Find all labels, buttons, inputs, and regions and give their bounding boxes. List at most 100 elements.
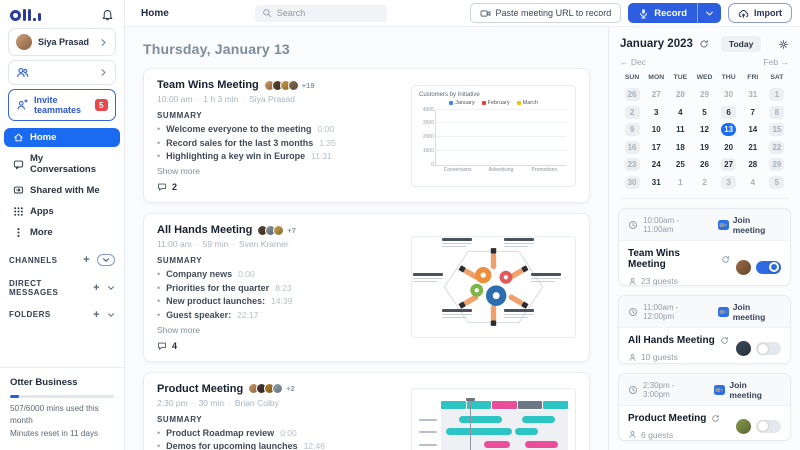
calendar-refresh-icon[interactable] bbox=[699, 39, 709, 49]
calendar-day[interactable]: 17 bbox=[644, 140, 668, 154]
x-tick-label: Advertising bbox=[488, 166, 514, 173]
calendar-day[interactable]: 27 bbox=[717, 158, 741, 172]
chevron-down-icon bbox=[102, 256, 110, 264]
auto-join-toggle[interactable] bbox=[756, 260, 781, 274]
sidebar-item-shared-with-me[interactable]: Shared with Me bbox=[4, 181, 120, 200]
calendar-day[interactable]: 20 bbox=[717, 140, 741, 154]
auto-join-toggle[interactable] bbox=[756, 342, 781, 356]
calendar-day[interactable]: 11 bbox=[668, 123, 692, 137]
sidebar-item-apps[interactable]: Apps bbox=[4, 202, 120, 221]
calendar-day[interactable]: 4 bbox=[668, 105, 692, 119]
clock-icon bbox=[628, 220, 638, 230]
calendar-day[interactable]: 25 bbox=[668, 158, 692, 172]
section-expand-button[interactable] bbox=[107, 284, 115, 292]
event-card-header: 10:00am - 11:00am Join meeting bbox=[619, 209, 790, 241]
calendar-day[interactable]: 18 bbox=[668, 140, 692, 154]
meeting-time: 10:00 am bbox=[157, 94, 193, 104]
calendar-day[interactable]: 2 bbox=[692, 175, 716, 189]
toggle-knob bbox=[758, 421, 768, 432]
calendar-day[interactable]: 3 bbox=[644, 105, 668, 119]
join-meeting-link[interactable]: Join meeting bbox=[713, 380, 781, 400]
calendar-day[interactable]: 6 bbox=[717, 105, 741, 119]
import-button[interactable]: Import bbox=[728, 3, 792, 23]
person-icon bbox=[628, 277, 637, 286]
comments-row[interactable]: 4 bbox=[157, 341, 399, 351]
user-profile-row[interactable]: Siya Prasad bbox=[8, 28, 116, 56]
event-card[interactable]: 10:00am - 11:00am Join meeting Team Wins M… bbox=[618, 208, 791, 287]
record-options-caret[interactable] bbox=[697, 3, 721, 23]
calendar-day[interactable]: 31 bbox=[741, 88, 765, 102]
calendar-day[interactable]: 7 bbox=[741, 105, 765, 119]
add-icon[interactable]: + bbox=[83, 254, 90, 266]
calendar-day[interactable]: 14 bbox=[741, 123, 765, 137]
sidebar-item-home[interactable]: Home bbox=[4, 128, 120, 147]
calendar-day[interactable]: 23 bbox=[620, 158, 644, 172]
show-more-link[interactable]: Show more bbox=[157, 166, 200, 176]
team-row[interactable] bbox=[8, 60, 116, 85]
section-expand-button[interactable] bbox=[107, 311, 115, 319]
calendar-day[interactable]: 9 bbox=[620, 123, 644, 137]
calendar-day[interactable]: 1 bbox=[765, 88, 789, 102]
auto-join-toggle[interactable] bbox=[756, 419, 781, 433]
section-expand-button[interactable] bbox=[97, 254, 115, 266]
join-meeting-link[interactable]: Join meeting bbox=[717, 215, 781, 235]
record-button[interactable]: Record bbox=[628, 3, 697, 23]
calendar-day[interactable]: 29 bbox=[692, 88, 716, 102]
calendar-day[interactable]: 28 bbox=[741, 158, 765, 172]
calendar-day[interactable]: 19 bbox=[692, 140, 716, 154]
event-card[interactable]: 11:00am - 12:00pm Join meeting All Hands M… bbox=[618, 295, 791, 364]
calendar-day[interactable]: 27 bbox=[644, 88, 668, 102]
calendar-day[interactable]: 16 bbox=[620, 140, 644, 154]
calendar-day[interactable]: 29 bbox=[765, 158, 789, 172]
gantt-bar bbox=[514, 428, 538, 436]
paste-meeting-url-button[interactable]: Paste meeting URL to record bbox=[469, 3, 622, 23]
calendar-day[interactable]: 10 bbox=[644, 123, 668, 137]
calendar-day[interactable]: 4 bbox=[741, 175, 765, 189]
bullet-text: Priorities for the quarter bbox=[166, 282, 270, 293]
calendar-day-number: 29 bbox=[769, 158, 785, 171]
calendar-day[interactable]: 8 bbox=[765, 105, 789, 119]
calendar-panel: January 2023 Today ← Dec Feb → SUN MON TUE… bbox=[608, 27, 800, 450]
calendar-day[interactable]: 28 bbox=[668, 88, 692, 102]
calendar-day[interactable]: 31 bbox=[644, 175, 668, 189]
calendar-day[interactable]: 13 bbox=[717, 123, 741, 137]
meeting-title[interactable]: Team Wins Meeting bbox=[157, 79, 259, 91]
search-input[interactable]: Search bbox=[254, 4, 387, 22]
add-icon[interactable]: + bbox=[93, 282, 100, 294]
calendar-day[interactable]: 5 bbox=[692, 105, 716, 119]
meeting-card[interactable]: Team Wins Meeting +19 10:00 am1 h 3 minSiy… bbox=[143, 68, 590, 203]
calendar-day[interactable]: 2 bbox=[620, 105, 644, 119]
notifications-bell-button[interactable] bbox=[101, 8, 114, 21]
meeting-title[interactable]: Product Meeting bbox=[157, 382, 244, 395]
comments-row[interactable]: 2 bbox=[157, 182, 399, 192]
today-button[interactable]: Today bbox=[720, 36, 762, 52]
next-month-link[interactable]: Feb → bbox=[763, 57, 789, 67]
weekday-label: WED bbox=[696, 74, 713, 81]
event-card[interactable]: 2:30pm - 3:00pm Join meeting Product Meeti… bbox=[618, 372, 791, 441]
calendar-day[interactable]: 3 bbox=[717, 175, 741, 189]
meeting-card[interactable]: Product Meeting +2 2:30 pm30 minBrian Colb… bbox=[143, 371, 590, 450]
event-time-range: 11:00am - 12:00pm bbox=[643, 303, 679, 322]
invite-teammates-button[interactable]: Invite teammates 5 bbox=[8, 89, 116, 121]
meeting-card[interactable]: All Hands Meeting +7 11:00 am59 minSven Kr… bbox=[143, 213, 590, 362]
calendar-day[interactable]: 15 bbox=[765, 123, 789, 137]
summary-bullet: Highlighting a key win in Europe 11:31 bbox=[157, 151, 399, 161]
calendar-settings-gear-icon[interactable] bbox=[778, 39, 789, 50]
calendar-day[interactable]: 26 bbox=[620, 88, 644, 102]
join-meeting-link[interactable]: Join meeting bbox=[717, 302, 781, 322]
meeting-title[interactable]: All Hands Meeting bbox=[157, 224, 253, 236]
sidebar-item-my-conversations[interactable]: My Conversations bbox=[4, 149, 120, 179]
calendar-day[interactable]: 26 bbox=[692, 158, 716, 172]
calendar-day[interactable]: 1 bbox=[668, 175, 692, 189]
sidebar-item-more[interactable]: More bbox=[4, 223, 120, 242]
calendar-day[interactable]: 30 bbox=[620, 175, 644, 189]
show-more-link[interactable]: Show more bbox=[157, 324, 200, 335]
calendar-day[interactable]: 5 bbox=[765, 175, 789, 189]
calendar-day[interactable]: 21 bbox=[741, 140, 765, 154]
calendar-day[interactable]: 30 bbox=[717, 88, 741, 102]
calendar-day[interactable]: 12 bbox=[692, 123, 716, 137]
calendar-day[interactable]: 22 bbox=[765, 140, 789, 154]
add-icon[interactable]: + bbox=[93, 308, 100, 321]
prev-month-link[interactable]: ← Dec bbox=[620, 57, 646, 67]
calendar-day[interactable]: 24 bbox=[644, 158, 668, 172]
